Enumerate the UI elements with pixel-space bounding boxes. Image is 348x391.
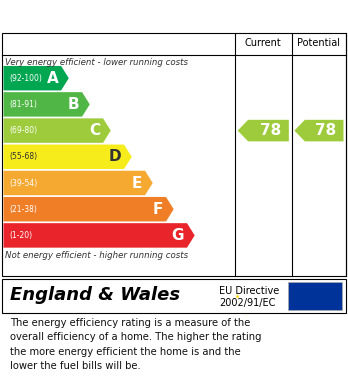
Polygon shape [3,92,90,117]
Polygon shape [238,120,289,142]
Text: E: E [132,176,142,190]
Text: A: A [47,71,58,86]
Text: England & Wales: England & Wales [10,287,181,305]
Polygon shape [3,118,111,143]
Text: (81-91): (81-91) [10,100,38,109]
Text: 2002/91/EC: 2002/91/EC [219,298,276,308]
Polygon shape [3,197,174,221]
Text: (21-38): (21-38) [10,205,38,214]
Text: (55-68): (55-68) [10,152,38,161]
Text: Energy Efficiency Rating: Energy Efficiency Rating [10,9,220,23]
Text: (69-80): (69-80) [10,126,38,135]
Text: Very energy efficient - lower running costs: Very energy efficient - lower running co… [5,58,188,67]
Text: G: G [172,228,184,243]
Text: (39-54): (39-54) [10,179,38,188]
Text: Not energy efficient - higher running costs: Not energy efficient - higher running co… [5,251,188,260]
Polygon shape [3,223,195,248]
Text: F: F [153,202,163,217]
Text: The energy efficiency rating is a measure of the
overall efficiency of a home. T: The energy efficiency rating is a measur… [10,318,262,371]
Text: Current: Current [245,38,282,48]
Text: 78: 78 [260,123,281,138]
Text: Potential: Potential [298,38,340,48]
Text: B: B [68,97,79,112]
Polygon shape [3,145,132,169]
Text: EU Directive: EU Directive [219,285,279,296]
Bar [288,282,342,310]
Text: (1-20): (1-20) [10,231,33,240]
Text: C: C [89,123,100,138]
Text: 78: 78 [315,123,337,138]
Polygon shape [3,171,153,195]
Polygon shape [3,66,69,90]
Polygon shape [294,120,343,142]
Text: D: D [109,149,121,164]
Text: (92-100): (92-100) [10,74,42,83]
